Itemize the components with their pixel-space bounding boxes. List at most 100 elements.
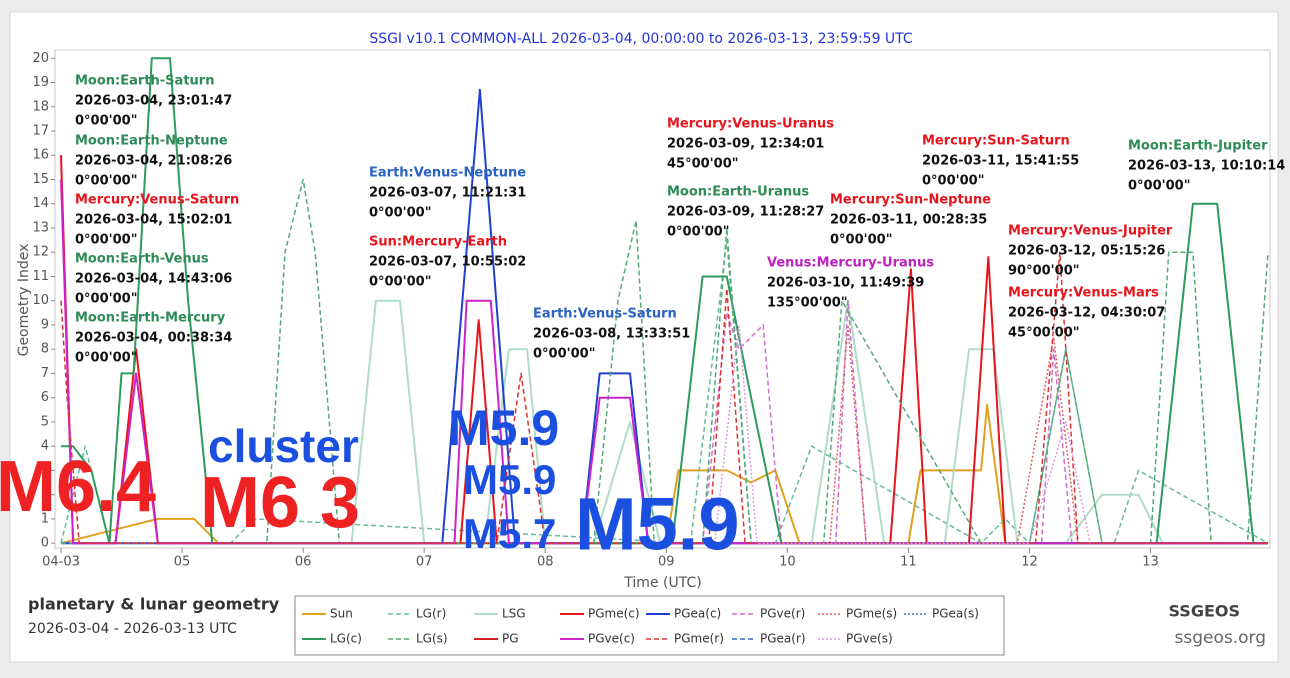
y-tick-label: 4 [41,439,49,454]
series-group [60,57,1269,545]
annotation-title: Moon:Earth-Uranus [667,185,809,200]
legend-label: PGve(s) [846,632,893,646]
annotation-detail: 0°00'00" [75,174,137,189]
x-tick-label: 11 [900,555,917,570]
annotation-title: Moon:Earth-Venus [75,252,209,267]
legend-label: PG [502,632,519,646]
annotation-detail: 2026-03-12, 05:15:26 [1008,244,1165,259]
y-tick-label: 13 [32,220,49,235]
plot-area [54,49,1271,549]
annotation-title: Moon:Earth-Jupiter [1128,139,1268,154]
y-tick-label: 10 [32,293,49,308]
annotation-title: Venus:Mercury-Uranus [767,256,934,271]
y-tick-label: 17 [32,124,49,139]
quake-label: M5.9 [463,456,556,503]
y-tick-label: 20 [32,51,49,66]
x-tick-label: 08 [537,555,554,570]
annotation-title: Sun:Mercury-Earth [369,235,507,250]
y-tick-label: 19 [32,75,49,90]
annotation-detail: 2026-03-09, 11:28:27 [667,205,824,220]
x-tick-label: 05 [174,555,191,570]
annotation-detail: 2026-03-04, 00:38:34 [75,331,232,346]
quake-label: M5.9 [448,400,559,456]
y-tick-label: 16 [32,148,49,163]
chart-title: SSGI v10.1 COMMON-ALL 2026-03-04, 00:00:… [369,31,913,47]
annotation-detail: 2026-03-13, 10:10:14 [1128,159,1285,174]
x-axis-label: Time (UTC) [623,575,701,591]
legend-label: LSG [502,607,526,621]
legend-label: LG(r) [416,607,446,621]
annotation-detail: 2026-03-12, 04:30:07 [1008,306,1165,321]
quake-label: cluster [208,420,359,472]
annotation-detail: 2026-03-04, 15:02:01 [75,213,232,228]
series-line [60,404,1268,545]
annotation-title: Mercury:Sun-Neptune [830,193,991,208]
annotation-detail: 2026-03-04, 23:01:47 [75,94,232,109]
annotation-title: Mercury:Venus-Uranus [667,117,834,132]
y-tick-label: 14 [32,196,49,211]
y-tick-label: 6 [41,390,49,405]
series-line [60,179,1268,545]
x-tick-label: 07 [416,555,433,570]
legend-label: PGea(s) [932,607,979,621]
y-tick-label: 18 [32,99,49,114]
legend-label: PGea(r) [760,632,806,646]
y-tick-label: 11 [32,269,49,284]
annotation-title: Moon:Earth-Neptune [75,134,228,149]
x-tick-label: 13 [1142,555,1159,570]
y-tick-label: 3 [41,463,49,478]
quake-label: M6.4 [0,447,156,527]
annotation-detail: 0°00'00" [830,233,892,248]
annotation-title: Mercury:Venus-Jupiter [1008,224,1173,239]
quake-label: M5.9 [575,483,740,566]
annotation-detail: 0°00'00" [369,275,431,290]
annotation-detail: 0°00'00" [922,174,984,189]
annotation-detail: 2026-03-11, 15:41:55 [922,154,1079,169]
annotation-title: Moon:Earth-Mercury [75,311,226,326]
annotation-detail: 2026-03-10, 11:49:39 [767,276,924,291]
legend-label: PGme(s) [846,607,897,621]
annotation-detail: 2026-03-08, 13:33:51 [533,327,690,342]
annotation-detail: 2026-03-04, 14:43:06 [75,272,232,287]
legend-label: PGme(c) [588,607,640,621]
legend-label: Sun [330,607,353,621]
legend-box [294,595,1005,656]
annotation-detail: 0°00'00" [369,206,431,221]
x-tick-label: 10 [779,555,796,570]
quake-label: M5.7 [463,510,556,557]
annotation-detail: 0°00'00" [75,114,137,129]
legend-label: LG(s) [416,632,448,646]
annotation-detail: 45°00'00" [667,157,739,172]
annotation-detail: 2026-03-09, 12:34:01 [667,137,824,152]
x-tick-label: 09 [658,555,675,570]
y-tick-label: 5 [41,414,49,429]
legend-label: PGea(c) [674,607,721,621]
annotation-detail: 0°00'00" [533,347,595,362]
legend-label: PGve(r) [760,607,805,621]
annotation-detail: 0°00'00" [75,233,137,248]
y-tick-label: 2 [41,487,49,502]
annotation-title: Mercury:Venus-Saturn [75,193,239,208]
x-tick-label: 04-03 [42,555,80,570]
annotation-detail: 90°00'00" [1008,264,1080,279]
annotation-detail: 45°00'00" [1008,326,1080,341]
annotation-detail: 0°00'00" [75,292,137,307]
annotation-title: Mercury:Sun-Saturn [922,134,1070,149]
legend-label: LG(c) [330,632,362,646]
y-tick-label: 0 [41,536,49,551]
legend-label: PGme(r) [674,632,724,646]
x-tick-label: 06 [295,555,312,570]
annotation-detail: 2026-03-11, 00:28:35 [830,213,987,228]
y-axis-label: Geometry Index [16,244,32,357]
footer-site: ssgeos.org [1174,628,1266,648]
annotation-title: Earth:Venus-Neptune [369,166,526,181]
annotation-title: Earth:Venus-Saturn [533,307,677,322]
footer-range: 2026-03-04 - 2026-03-13 UTC [28,621,237,637]
legend-label: PGve(c) [588,632,635,646]
x-tick-label: 12 [1021,555,1038,570]
annotation-detail: 2026-03-07, 10:55:02 [369,255,526,270]
annotation-detail: 2026-03-07, 11:21:31 [369,186,526,201]
y-tick-label: 8 [41,342,49,357]
annotation-detail: 0°00'00" [1128,179,1190,194]
